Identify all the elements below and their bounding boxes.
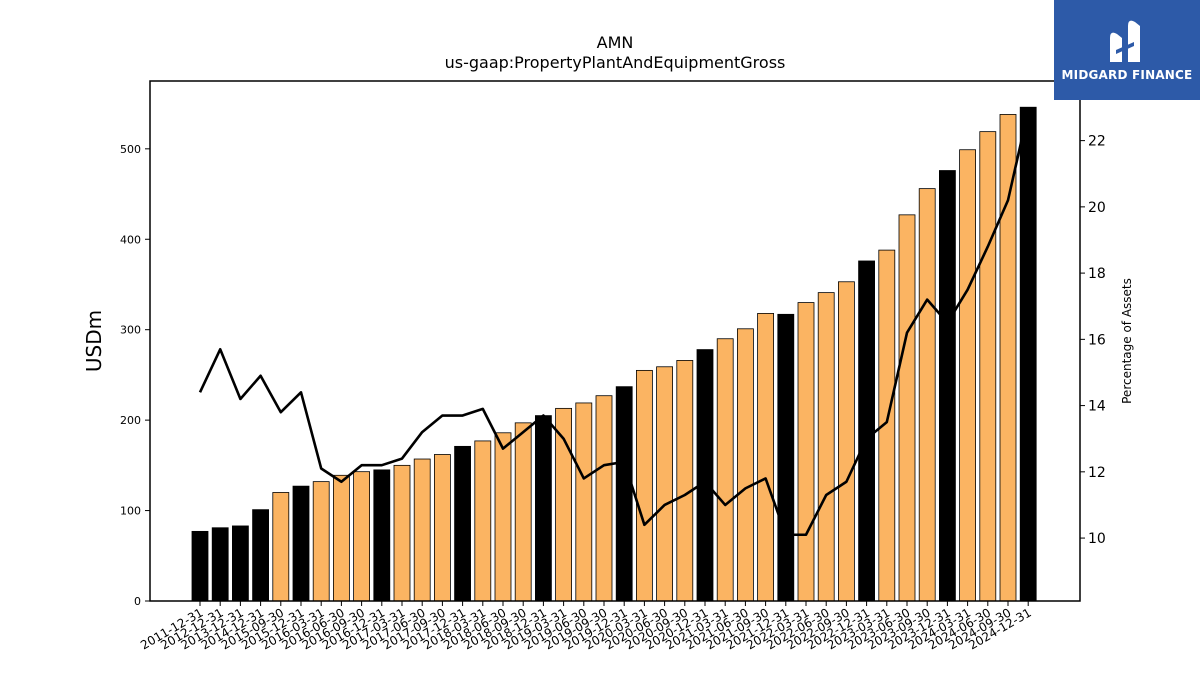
- bar-2019-09-30: [595, 395, 613, 602]
- bar-2017-12-31: [454, 445, 472, 602]
- bar-2023-09-30: [918, 188, 936, 602]
- bar-2013-12-31: [231, 525, 249, 602]
- bar-series: [191, 106, 1037, 602]
- bar-2021-09-30: [757, 313, 774, 602]
- bar-2020-06-30: [656, 366, 673, 602]
- bar-2017-09-30: [433, 454, 451, 602]
- bar-2019-06-30: [575, 402, 593, 602]
- bar-2018-09-30: [514, 422, 532, 602]
- right-axis-ticks: 10 12 14 16 18 20 22: [1080, 134, 1106, 547]
- percentage-line: [198, 110, 1030, 537]
- bar-2020-12-31: [696, 349, 714, 602]
- chart-title: AMN: [597, 33, 634, 52]
- chart-subtitle: us-gaap:PropertyPlantAndEquipmentGross: [445, 53, 786, 72]
- bar-2022-03-31: [797, 302, 815, 602]
- y2-tick-label: 14: [1088, 399, 1106, 415]
- y2-tick-label: 20: [1088, 200, 1106, 216]
- bar-2012-12-31: [211, 527, 229, 602]
- y-tick-label: 300: [120, 324, 141, 337]
- bar-2018-12-31: [535, 415, 552, 602]
- x-axis-ticks: 2011-12-312012-12-312013-12-312014-12-31…: [138, 601, 1034, 652]
- bar-2014-12-31: [252, 509, 270, 602]
- y2-tick-label: 16: [1088, 332, 1106, 348]
- bar-2016-12-31: [373, 469, 391, 602]
- bar-2020-09-30: [676, 360, 694, 602]
- y2-tick-label: 10: [1088, 531, 1106, 547]
- bar-2023-12-31: [939, 170, 956, 602]
- bar-2015-09-30: [272, 492, 290, 602]
- bar-2022-09-30: [838, 281, 855, 602]
- y-tick-label: 100: [120, 505, 141, 518]
- bar-2016-03-31: [312, 481, 330, 602]
- bar-2017-03-31: [393, 464, 411, 602]
- bar-2021-03-31: [716, 338, 734, 602]
- midgard-finance-logo: MIDGARD FINANCE: [1054, 0, 1200, 100]
- y2-tick-label: 18: [1088, 266, 1106, 282]
- y-tick-label: 500: [120, 143, 141, 156]
- y2-tick-label: 12: [1088, 465, 1106, 481]
- bar-2016-09-30: [353, 471, 371, 602]
- y-tick-label: 0: [134, 595, 141, 608]
- bar-2018-03-31: [474, 440, 492, 602]
- left-axis-ticks: 0 100 200 300 400 500: [120, 143, 150, 608]
- bar-2023-06-30: [898, 214, 916, 602]
- y-tick-label: 200: [120, 414, 141, 427]
- logo-text: MIDGARD FINANCE: [1061, 68, 1193, 82]
- plot-frame: [149, 80, 1081, 602]
- bar-2024-12-31: [1019, 106, 1037, 602]
- bar-2015-12-31: [292, 485, 310, 602]
- bar-2024-06-30: [979, 131, 997, 602]
- bar-2024-09-30: [999, 114, 1017, 602]
- bar-2011-12-31: [191, 530, 209, 602]
- bar-2019-12-31: [615, 386, 633, 602]
- y2-tick-label: 22: [1088, 134, 1106, 150]
- bar-2022-12-31: [858, 260, 875, 602]
- y-axis-label: USDm: [82, 310, 106, 372]
- percentage-line-series: [198, 110, 1030, 537]
- y-tick-label: 400: [120, 233, 141, 246]
- bar-2021-12-31: [777, 313, 795, 602]
- bar-2024-03-31: [959, 149, 976, 602]
- y2-axis-label: Percentage of Assets: [1120, 278, 1134, 404]
- bar-2016-06-30: [332, 474, 350, 602]
- logo-mark-icon: [1110, 20, 1140, 63]
- bar-2022-06-30: [817, 292, 835, 602]
- bar-2017-06-30: [413, 458, 431, 602]
- bar-2021-06-30: [737, 328, 754, 602]
- bar-2018-06-30: [494, 432, 512, 602]
- bar-2020-03-31: [636, 369, 653, 602]
